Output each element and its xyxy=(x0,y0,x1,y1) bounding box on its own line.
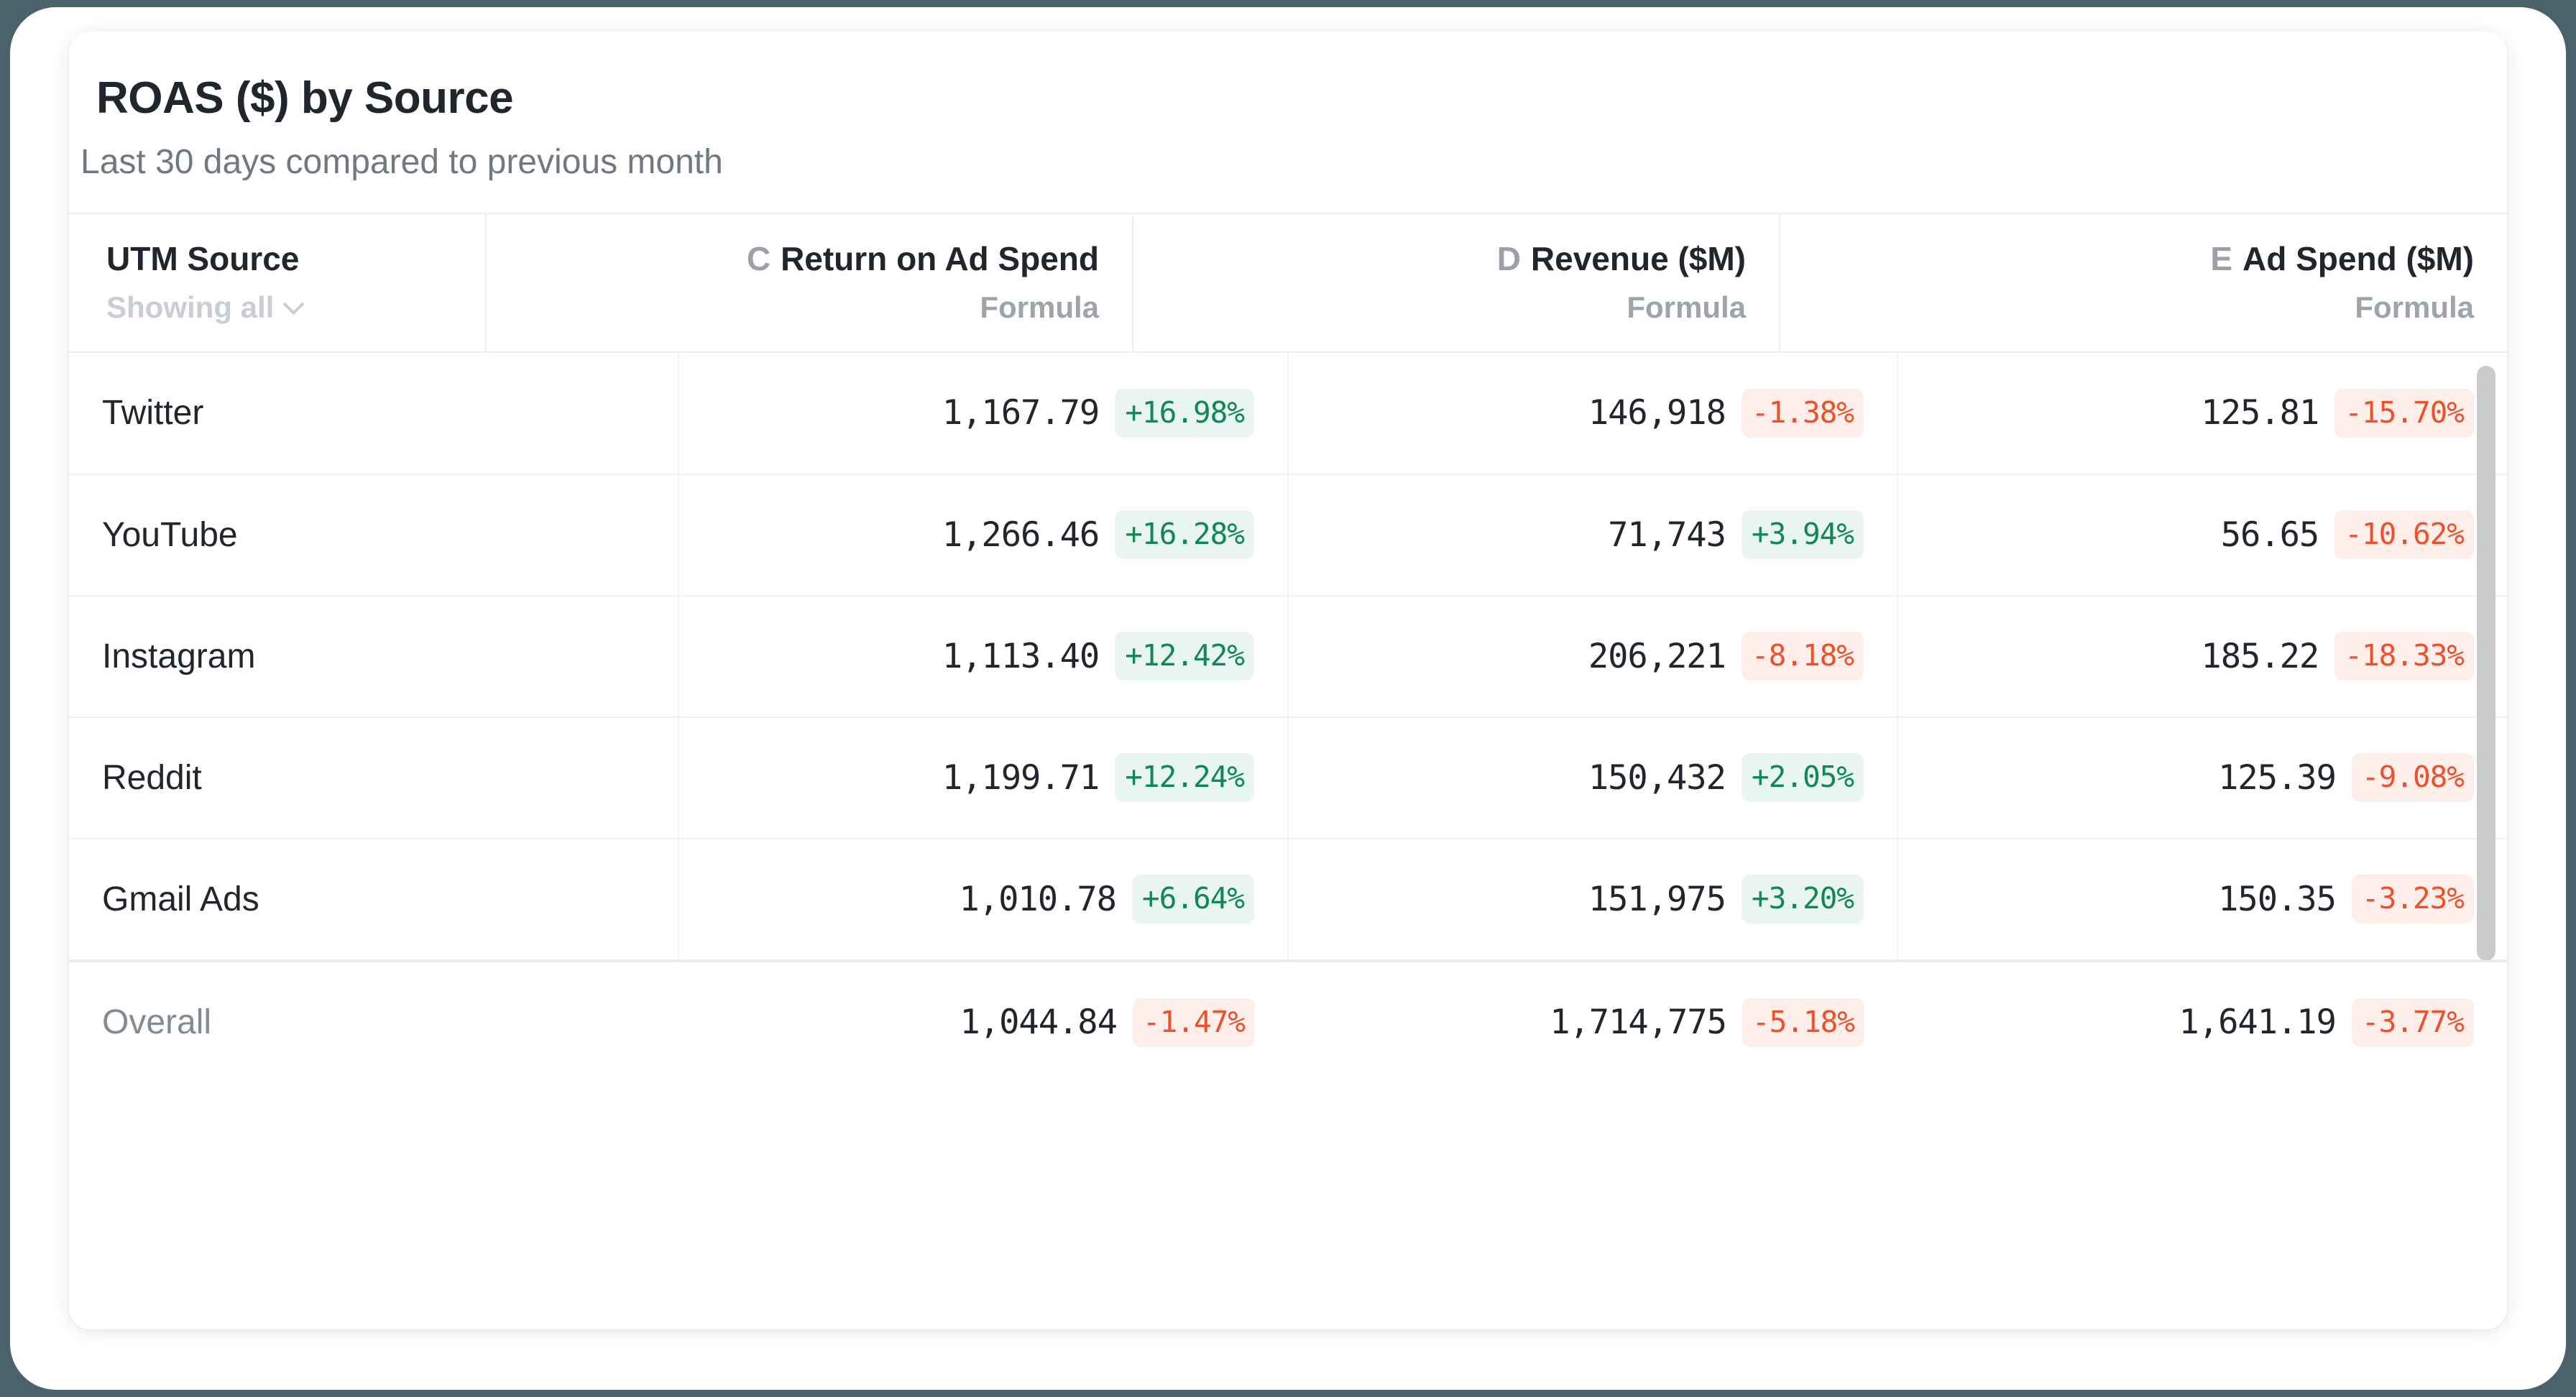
row-revenue-value: 146,918 xyxy=(1588,393,1726,433)
table-row[interactable]: YouTube 1,266.46 +16.28% 71,743 +3.94% 56.65-… xyxy=(69,474,2507,596)
roas-table-card: ROAS ($) by Source Last 30 days compared… xyxy=(69,32,2507,1329)
row-revenue-cell: 146,918 -1.38% xyxy=(1288,352,1898,475)
table-row[interactable]: Gmail Ads 1,010.78 +6.64% 151,975 +3.20% 150.… xyxy=(69,838,2507,960)
column-header-ad-spend[interactable]: E Ad Spend ($M) Formula xyxy=(1780,213,2507,353)
row-source: YouTube xyxy=(69,474,679,596)
row-roas-cell: 1,113.40 +12.42% xyxy=(678,595,1289,718)
column-subtype: Formula xyxy=(1627,290,1746,324)
column-header-return-on-ad-spend[interactable]: C Return on Ad Spend Formula xyxy=(486,213,1133,353)
row-roas-delta: +12.42% xyxy=(1115,632,1254,681)
table-row[interactable]: Reddit 1,199.71 +12.24% 150,432 +2.05% 125.39… xyxy=(69,716,2507,839)
row-roas-cell: 1,266.46 +16.28% xyxy=(678,474,1289,596)
row-roas-delta: +16.28% xyxy=(1115,510,1254,560)
table-row[interactable]: Twitter 1,167.79 +16.98% 146,918 -1.38% 125.8… xyxy=(69,352,2507,475)
row-spend-cell: 150.35 -3.23% xyxy=(1898,838,2507,960)
utm-source-filter[interactable]: Showing all xyxy=(106,292,303,323)
row-roas-delta: +12.24% xyxy=(1115,753,1254,803)
row-spend-value: 56.65 xyxy=(2220,515,2319,555)
row-revenue-value: 206,221 xyxy=(1588,636,1726,676)
overall-roas-value: 1,044.84 xyxy=(960,1002,1118,1043)
row-roas-value: 1,167.79 xyxy=(942,393,1100,433)
row-revenue-delta: -1.38% xyxy=(1741,388,1864,438)
row-revenue-delta: -8.18% xyxy=(1741,632,1864,681)
row-revenue-delta: +3.94% xyxy=(1741,510,1864,560)
table-header: UTM Source Showing all C Return on Ad Spe… xyxy=(69,213,2507,353)
row-source: Gmail Ads xyxy=(69,838,679,960)
row-roas-cell: 1,167.79 +16.98% xyxy=(678,352,1289,475)
row-spend-value: 150.35 xyxy=(2218,879,2337,919)
column-title-text: Return on Ad Spend xyxy=(781,240,1099,277)
filter-label: Showing all xyxy=(106,290,275,324)
row-revenue-value: 71,743 xyxy=(1608,515,1726,555)
row-roas-value: 1,113.40 xyxy=(942,636,1100,676)
table-footer: Overall 1,044.84 -1.47% 1,714,775 xyxy=(69,959,2507,1083)
column-title-text: Ad Spend ($M) xyxy=(2242,240,2474,277)
overall-spend-value: 1,641.19 xyxy=(2179,1002,2337,1043)
overall-spend-delta: -3.77% xyxy=(2351,997,2474,1047)
column-subtype: Formula xyxy=(2355,290,2474,324)
overall-revenue-cell: 1,714,775 -5.18% xyxy=(1288,962,1898,1083)
overall-roas-cell: 1,044.84 -1.47% xyxy=(678,962,1288,1083)
row-spend-delta: -10.62% xyxy=(2334,510,2474,560)
row-revenue-delta: +2.05% xyxy=(1741,753,1864,803)
row-spend-value: 125.39 xyxy=(2218,757,2337,798)
overall-label: Overall xyxy=(69,962,678,1083)
row-source: Reddit xyxy=(69,716,679,839)
overall-revenue-value: 1,714,775 xyxy=(1550,1002,1727,1043)
row-roas-value: 1,010.78 xyxy=(959,879,1117,919)
overall-roas-delta: -1.47% xyxy=(1132,997,1255,1047)
page-title: ROAS ($) by Source xyxy=(96,73,514,123)
row-spend-cell: 125.39 -9.08% xyxy=(1898,716,2507,839)
row-revenue-cell: 206,221 -8.18% xyxy=(1288,595,1898,718)
row-revenue-delta: +3.20% xyxy=(1741,875,1864,924)
row-roas-delta: +6.64% xyxy=(1131,875,1254,924)
row-spend-cell: 185.22 -18.33% xyxy=(1898,595,2507,718)
column-title: E Ad Spend ($M) xyxy=(1813,241,2474,277)
row-spend-delta: -18.33% xyxy=(2334,632,2474,681)
column-subtype: Formula xyxy=(980,290,1099,324)
column-letter: E xyxy=(2210,240,2233,277)
table-scroll-area[interactable]: Twitter 1,167.79 +16.98% 146,918 -1.38% 125.8… xyxy=(69,352,2507,960)
column-header-utm-source[interactable]: UTM Source Showing all xyxy=(69,213,487,353)
overall-spend-cell: 1,641.19 -3.77% xyxy=(1898,962,2507,1083)
column-title-text: Revenue ($M) xyxy=(1530,240,1746,277)
row-spend-delta: -9.08% xyxy=(2351,753,2474,803)
column-letter: C xyxy=(746,240,771,277)
column-letter: D xyxy=(1496,240,1521,277)
row-revenue-value: 151,975 xyxy=(1588,879,1726,919)
row-spend-value: 125.81 xyxy=(2201,393,2319,433)
row-revenue-value: 150,432 xyxy=(1588,757,1726,798)
card-subtitle: Last 30 days compared to previous month xyxy=(80,143,723,181)
row-spend-delta: -15.70% xyxy=(2334,388,2474,438)
row-roas-value: 1,199.71 xyxy=(942,757,1100,798)
column-title: UTM Source xyxy=(106,240,300,277)
row-roas-value: 1,266.46 xyxy=(942,515,1100,555)
chevron-down-icon xyxy=(284,295,303,314)
column-title: D Revenue ($M) xyxy=(1167,241,1746,277)
table-body: Twitter 1,167.79 +16.98% 146,918 -1.38% 125.8… xyxy=(69,352,2507,960)
overall-row: Overall 1,044.84 -1.47% 1,714,775 xyxy=(69,962,2507,1083)
row-revenue-cell: 150,432 +2.05% xyxy=(1288,716,1898,839)
row-spend-cell: 125.81 -15.70% xyxy=(1898,352,2507,475)
page-card: ROAS ($) by Source Last 30 days compared… xyxy=(10,7,2566,1390)
row-spend-cell: 56.65 -10.62% xyxy=(1898,474,2507,596)
header-row: UTM Source Showing all C Return on Ad Spe… xyxy=(69,213,2507,353)
row-roas-cell: 1,199.71 +12.24% xyxy=(678,716,1289,839)
row-roas-delta: +16.98% xyxy=(1115,388,1254,438)
row-source: Instagram xyxy=(69,595,679,718)
row-roas-cell: 1,010.78 +6.64% xyxy=(678,838,1289,960)
overall-revenue-delta: -5.18% xyxy=(1742,997,1864,1047)
data-table: UTM Source Showing all C Return on Ad Spe… xyxy=(69,213,2507,1083)
row-spend-delta: -3.23% xyxy=(2351,875,2474,924)
card-header: ROAS ($) by Source Last 30 days compared… xyxy=(69,32,2507,180)
row-source: Twitter xyxy=(69,352,679,475)
table-row[interactable]: Instagram 1,113.40 +12.42% 206,221 -8.18% 185… xyxy=(69,595,2507,718)
row-revenue-cell: 151,975 +3.20% xyxy=(1288,838,1898,960)
row-spend-value: 185.22 xyxy=(2201,636,2319,676)
row-revenue-cell: 71,743 +3.94% xyxy=(1288,474,1898,596)
column-header-revenue[interactable]: D Revenue ($M) Formula xyxy=(1133,213,1780,353)
column-title: C Return on Ad Spend xyxy=(520,241,1099,277)
vertical-scrollbar[interactable] xyxy=(2477,365,2496,960)
